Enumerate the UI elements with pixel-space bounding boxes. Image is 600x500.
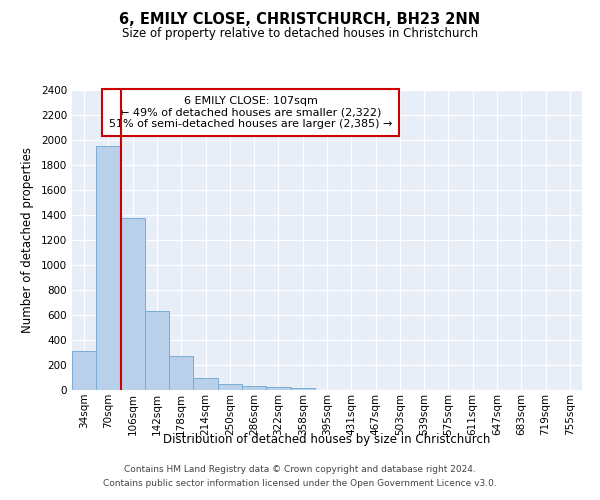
Text: 6 EMILY CLOSE: 107sqm
← 49% of detached houses are smaller (2,322)
51% of semi-d: 6 EMILY CLOSE: 107sqm ← 49% of detached … <box>109 96 392 129</box>
Bar <box>193 378 218 390</box>
Bar <box>96 146 121 390</box>
Text: Contains HM Land Registry data © Crown copyright and database right 2024.
Contai: Contains HM Land Registry data © Crown c… <box>103 466 497 487</box>
Bar <box>218 384 242 390</box>
Text: Size of property relative to detached houses in Christchurch: Size of property relative to detached ho… <box>122 28 478 40</box>
Bar <box>290 388 315 390</box>
Bar <box>121 218 145 390</box>
Bar <box>145 311 169 390</box>
Y-axis label: Number of detached properties: Number of detached properties <box>21 147 34 333</box>
Bar <box>72 350 96 390</box>
Bar <box>242 386 266 390</box>
Bar <box>169 356 193 390</box>
Bar <box>266 387 290 390</box>
Text: Distribution of detached houses by size in Christchurch: Distribution of detached houses by size … <box>163 432 491 446</box>
Text: 6, EMILY CLOSE, CHRISTCHURCH, BH23 2NN: 6, EMILY CLOSE, CHRISTCHURCH, BH23 2NN <box>119 12 481 28</box>
